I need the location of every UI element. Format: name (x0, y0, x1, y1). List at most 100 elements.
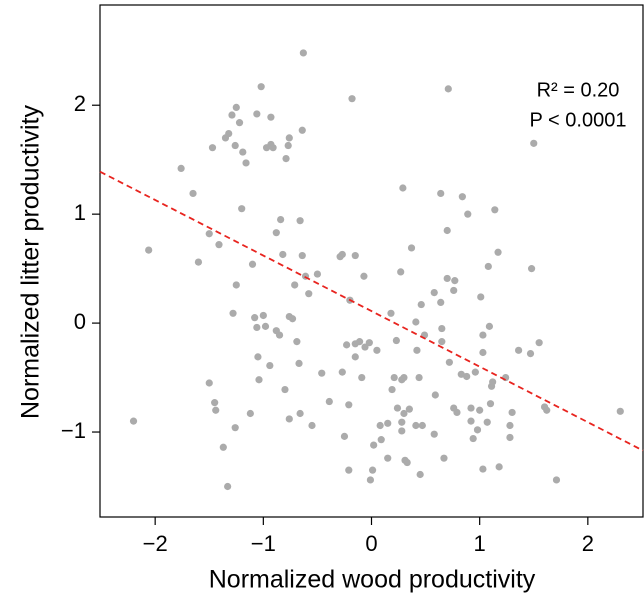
point (491, 206, 499, 214)
point (235, 119, 244, 127)
point (242, 159, 250, 167)
point (376, 421, 384, 430)
point (418, 421, 426, 430)
point (345, 466, 353, 474)
point (284, 141, 292, 150)
point (392, 336, 400, 345)
point (296, 217, 304, 225)
point (489, 378, 497, 386)
y-tick-label: 1 (74, 200, 86, 225)
point (313, 270, 322, 278)
point (535, 339, 543, 347)
point (285, 415, 293, 423)
x-tick-label: 1 (474, 531, 486, 556)
point (399, 184, 407, 192)
point (232, 281, 240, 289)
point (438, 338, 446, 346)
trend-line (99, 170, 644, 452)
point (464, 210, 472, 218)
point (473, 426, 482, 434)
point (506, 433, 514, 442)
point (440, 454, 448, 462)
point (471, 368, 479, 376)
point (453, 408, 461, 417)
point (373, 346, 381, 354)
point (231, 424, 239, 432)
x-axis-label: Normalized wood productivity (209, 566, 536, 594)
point (495, 463, 503, 471)
point (384, 454, 392, 462)
point (291, 281, 299, 289)
point (285, 134, 293, 142)
point (225, 129, 233, 138)
point (288, 315, 297, 323)
y-tick-label: −1 (61, 418, 86, 443)
point (205, 379, 213, 387)
point (338, 250, 346, 259)
annotation: P < 0.0001 (530, 109, 627, 131)
point (476, 406, 484, 414)
point (417, 300, 425, 309)
point (145, 246, 153, 254)
point (526, 349, 535, 358)
point (238, 205, 246, 213)
point (282, 155, 290, 163)
point (293, 338, 301, 346)
point (279, 250, 287, 259)
point (365, 339, 373, 347)
point (469, 434, 477, 443)
point (484, 262, 492, 271)
point (356, 338, 364, 346)
point (479, 331, 487, 339)
point (393, 404, 402, 412)
point (412, 421, 420, 430)
point (479, 465, 487, 473)
point (231, 141, 239, 150)
point (430, 430, 438, 438)
point (540, 403, 549, 411)
point (345, 401, 353, 409)
point (405, 405, 413, 413)
point (351, 251, 359, 260)
point (390, 373, 398, 382)
point (527, 265, 536, 273)
point (255, 376, 263, 384)
point (281, 385, 289, 394)
point (444, 85, 452, 93)
point (477, 293, 485, 301)
point (479, 348, 487, 357)
y-axis-label: Normalized litter productivity (17, 105, 45, 419)
point (457, 370, 465, 378)
point (616, 407, 624, 415)
point (502, 373, 510, 382)
point (253, 110, 261, 118)
point (400, 373, 408, 382)
point (398, 427, 406, 435)
point (298, 126, 306, 134)
point (219, 443, 227, 451)
point (360, 272, 368, 280)
point (450, 286, 458, 295)
point (340, 432, 349, 440)
point (295, 359, 303, 367)
point (443, 274, 451, 283)
point (416, 470, 424, 479)
point (485, 322, 494, 330)
point (552, 476, 561, 484)
point (458, 193, 466, 201)
point (388, 385, 396, 394)
annotation: R² = 0.20 (537, 79, 620, 101)
point (413, 346, 421, 354)
point (515, 346, 523, 354)
point (400, 409, 408, 418)
point (377, 436, 385, 444)
point (129, 417, 138, 425)
point (254, 353, 262, 361)
point (343, 341, 351, 349)
point (437, 189, 445, 198)
point (224, 482, 232, 491)
point (438, 324, 446, 333)
point (437, 298, 445, 306)
point (194, 258, 203, 266)
